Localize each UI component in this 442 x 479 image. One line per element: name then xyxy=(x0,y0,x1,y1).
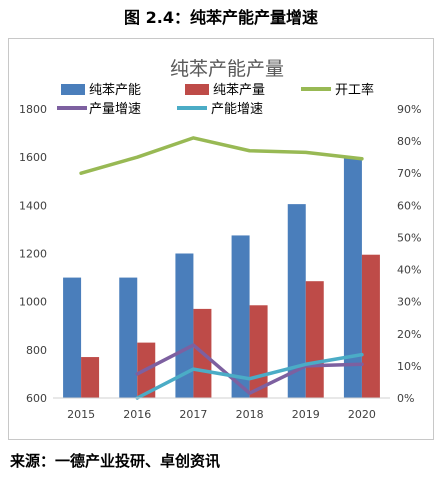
line-utilization xyxy=(79,136,364,175)
chart-title: 纯苯产能产量 xyxy=(170,58,284,80)
right-tick-label: 30% xyxy=(397,296,421,309)
right-tick-label: 50% xyxy=(397,231,421,244)
legend: 纯苯产能 纯苯产量 开工率 产量增速 产能增速 xyxy=(57,82,374,117)
bar-output xyxy=(81,357,100,398)
legend-item-output-growth: 产量增速 xyxy=(57,102,141,117)
left-axis-ticks: 600 800 1000 1200 1400 1600 1800 xyxy=(19,103,47,405)
legend-item-output: 纯苯产量 xyxy=(185,83,265,98)
legend-label-capacity-growth: 产能增速 xyxy=(211,102,263,117)
x-axis-ticks: 2015 2016 2017 2018 2019 2020 xyxy=(67,408,376,421)
bar-capacity xyxy=(231,235,250,398)
right-tick-label: 80% xyxy=(397,135,421,148)
right-tick-label: 70% xyxy=(397,167,421,180)
bar-capacity xyxy=(175,253,194,398)
line-output-growth xyxy=(135,343,364,395)
legend-label-output-growth: 产量增速 xyxy=(89,102,141,117)
line-capacity-growth xyxy=(135,352,364,400)
left-tick-label: 800 xyxy=(26,344,47,357)
right-tick-label: 60% xyxy=(397,199,421,212)
x-tick-label: 2019 xyxy=(292,408,320,421)
bar-capacity xyxy=(287,204,306,398)
legend-item-utilization: 开工率 xyxy=(301,82,374,98)
right-axis-ticks: 0% 10% 20% 30% 40% 50% 60% 70% 80% 90% xyxy=(397,103,421,405)
x-tick-label: 2018 xyxy=(236,408,264,421)
right-tick-label: 0% xyxy=(397,392,414,405)
legend-item-capacity-growth: 产能增速 xyxy=(177,102,263,117)
bar-capacity xyxy=(63,277,82,398)
left-tick-label: 1800 xyxy=(19,103,47,116)
legend-swatch-output xyxy=(185,84,209,95)
chart-container: 纯苯产能产量 纯苯产能 纯苯产量 开工率 产量增速 产能增速 xyxy=(8,38,434,440)
bar-output xyxy=(361,254,380,398)
x-tick-label: 2016 xyxy=(123,408,151,421)
source-note: 来源：一德产业投研、卓创资讯 xyxy=(10,452,221,470)
bar-output xyxy=(305,281,324,398)
bars-group xyxy=(63,157,380,398)
x-tick-label: 2017 xyxy=(179,408,207,421)
chart-svg: 纯苯产能产量 纯苯产能 纯苯产量 开工率 产量增速 产能增速 xyxy=(19,58,421,421)
right-tick-label: 90% xyxy=(397,103,421,116)
left-tick-label: 1600 xyxy=(19,151,47,164)
legend-swatch-capacity xyxy=(61,84,85,95)
left-tick-label: 1400 xyxy=(19,199,47,212)
left-tick-label: 1000 xyxy=(19,296,47,309)
right-tick-label: 40% xyxy=(397,264,421,277)
bar-capacity xyxy=(343,157,362,398)
lines-group xyxy=(79,136,364,400)
x-tick-label: 2020 xyxy=(348,408,376,421)
legend-label-output: 纯苯产量 xyxy=(213,83,265,98)
bar-capacity xyxy=(119,277,138,398)
right-tick-label: 10% xyxy=(397,360,421,373)
figure-title: 图 2.4：纯苯产能产量增速 xyxy=(124,8,318,27)
legend-item-capacity: 纯苯产能 xyxy=(61,83,141,98)
right-tick-label: 20% xyxy=(397,328,421,341)
x-tick-label: 2015 xyxy=(67,408,95,421)
left-tick-label: 1200 xyxy=(19,248,47,261)
legend-label-utilization: 开工率 xyxy=(335,82,374,98)
left-tick-label: 600 xyxy=(26,392,47,405)
legend-label-capacity: 纯苯产能 xyxy=(89,83,141,98)
